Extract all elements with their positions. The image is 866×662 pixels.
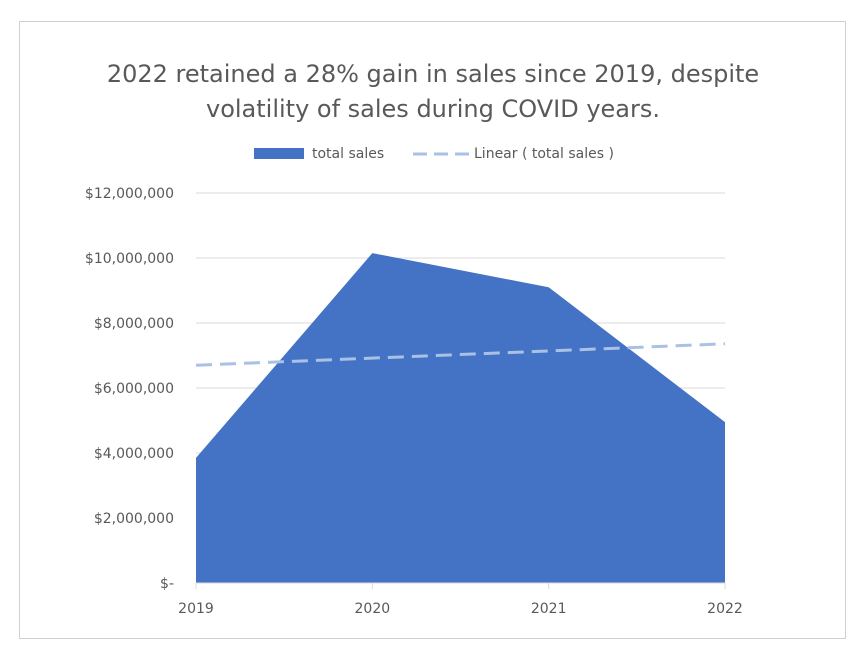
trendline-layer — [195, 342, 726, 367]
y-tick-label: $10,000,000 — [85, 251, 174, 267]
plot-area — [196, 253, 725, 583]
x-tick-label: 2019 — [178, 601, 214, 617]
y-tick-label: $12,000,000 — [85, 186, 174, 202]
y-tick-label: $2,000,000 — [94, 511, 174, 527]
legend-label-linear-trend: Linear ( total sales ) — [474, 146, 614, 162]
y-tick-label: $6,000,000 — [94, 381, 174, 397]
y-tick-label: $- — [160, 576, 174, 592]
x-tick-label: 2021 — [531, 601, 567, 617]
legend-label-total-sales: total sales — [312, 146, 384, 162]
trendline-linear-total-sales — [195, 342, 726, 367]
x-tick-label: 2020 — [355, 601, 391, 617]
chart-title-line-1: 2022 retained a 28% gain in sales since … — [107, 60, 759, 88]
y-tick-label: $4,000,000 — [94, 446, 174, 462]
legend-swatch-total-sales — [254, 148, 304, 159]
x-tick-label: 2022 — [707, 601, 743, 617]
legend: total sales Linear ( total sales ) — [254, 146, 614, 162]
y-tick-label: $8,000,000 — [94, 316, 174, 332]
axes: $- $2,000,000 $4,000,000 $6,000,000 $8,000,0… — [85, 186, 743, 617]
chart-title-line-2: volatility of sales during COVID years. — [206, 95, 660, 123]
area-total-sales — [196, 253, 725, 583]
